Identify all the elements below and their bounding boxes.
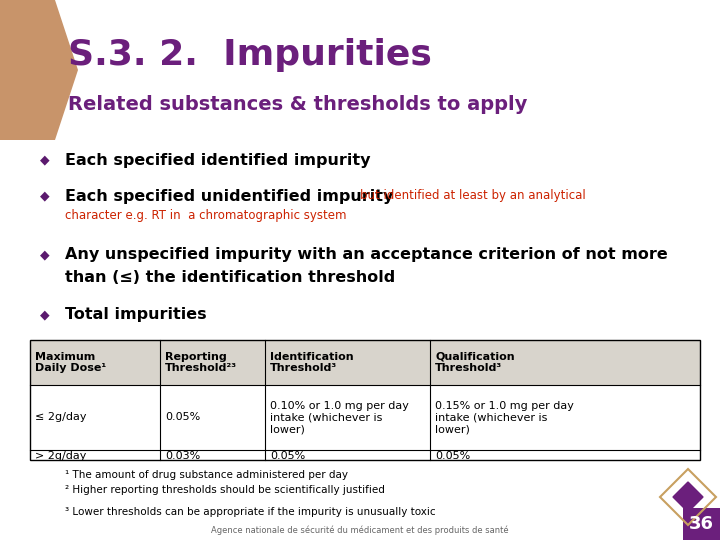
Text: S.3. 2.  Impurities: S.3. 2. Impurities [68, 38, 432, 72]
Text: ≤ 2g/day: ≤ 2g/day [35, 413, 86, 422]
Bar [683, 508, 720, 540]
Text: but identified at least by an analytical: but identified at least by an analytical [360, 190, 586, 202]
Text: Reporting
Threshold²³: Reporting Threshold²³ [165, 352, 237, 373]
Text: 0.10% or 1.0 mg per day
intake (whichever is
lower): 0.10% or 1.0 mg per day intake (whicheve… [270, 401, 409, 434]
Bar [30, 340, 700, 460]
Polygon shape [0, 0, 78, 140]
Text: Maximum
Daily Dose¹: Maximum Daily Dose¹ [35, 352, 107, 373]
Text: Any unspecified impurity with an acceptance criterion of not more: Any unspecified impurity with an accepta… [65, 247, 667, 262]
Polygon shape [673, 482, 703, 512]
Text: 0.05%: 0.05% [165, 413, 200, 422]
Text: ³ Lower thresholds can be appropriate if the impurity is unusually toxic: ³ Lower thresholds can be appropriate if… [65, 507, 436, 517]
Text: ◆: ◆ [40, 248, 50, 261]
Text: Identification
Threshold³: Identification Threshold³ [270, 352, 354, 373]
Text: 0.03%: 0.03% [165, 451, 200, 461]
Text: > 2g/day: > 2g/day [35, 451, 86, 461]
Text: 0.05%: 0.05% [435, 451, 470, 461]
Text: Related substances & thresholds to apply: Related substances & thresholds to apply [68, 96, 527, 114]
Text: ² Higher reporting thresholds should be scientifically justified: ² Higher reporting thresholds should be … [65, 485, 385, 495]
Text: 0.05%: 0.05% [270, 451, 305, 461]
Text: Each specified unidentified impurity: Each specified unidentified impurity [65, 188, 393, 204]
Text: character e.g. RT in  a chromatographic system: character e.g. RT in a chromatographic s… [65, 208, 346, 221]
Text: Qualification
Threshold³: Qualification Threshold³ [435, 352, 515, 373]
Text: 36: 36 [688, 515, 714, 533]
Text: ◆: ◆ [40, 153, 50, 166]
Text: Each specified identified impurity: Each specified identified impurity [65, 152, 371, 167]
Text: ◆: ◆ [40, 308, 50, 321]
Text: Agence nationale de sécurité du médicament et des produits de santé: Agence nationale de sécurité du médicame… [211, 525, 509, 535]
Text: than (≤) the identification threshold: than (≤) the identification threshold [65, 269, 395, 285]
Bar [30, 340, 700, 385]
Text: Total impurities: Total impurities [65, 307, 207, 322]
Text: 0.15% or 1.0 mg per day
intake (whichever is
lower): 0.15% or 1.0 mg per day intake (whicheve… [435, 401, 574, 434]
Text: ¹ The amount of drug substance administered per day: ¹ The amount of drug substance administe… [65, 470, 348, 480]
Text: ◆: ◆ [40, 190, 50, 202]
